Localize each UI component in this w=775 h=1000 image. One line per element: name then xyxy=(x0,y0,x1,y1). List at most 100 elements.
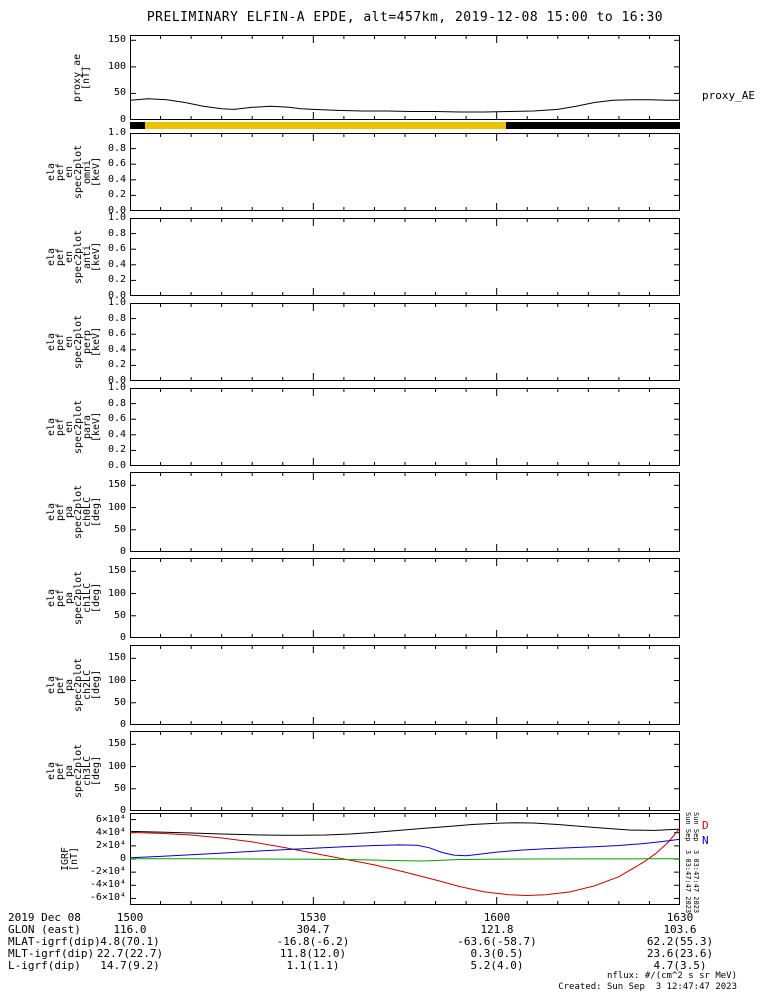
series-proxy_AE xyxy=(130,98,680,113)
y-tick-label: -2×10⁴ xyxy=(89,866,126,878)
glon-row-label: GLON (east) xyxy=(8,923,81,936)
y-tick-label: 0.2 xyxy=(107,444,126,456)
panel-ela_pef_en_spec2plot_omni xyxy=(130,133,680,211)
y-tick-label: 0.8 xyxy=(107,142,126,154)
mlat-row: MLAT-igrf(dip) 4.8(70.1) -16.8(-6.2) -63… xyxy=(0,936,775,948)
y-tick-label: 0.0 xyxy=(107,205,126,216)
y-tick-label: 4×10⁴ xyxy=(95,826,126,838)
y-tick-label: 50 xyxy=(113,782,126,794)
y-tick-label: 0.8 xyxy=(107,312,126,324)
y-tick-label: 0 xyxy=(119,632,126,643)
mlat-value: 4.8(70.1) xyxy=(100,935,160,948)
y-tick-label: 0.0 xyxy=(107,460,126,471)
y-tick-label: 0 xyxy=(119,805,126,816)
y-tick-label: 0.8 xyxy=(107,397,126,409)
series-label-N: N xyxy=(702,834,709,848)
y-tick-label: 0 xyxy=(119,546,126,557)
series-igrf_d xyxy=(130,827,680,897)
mlt-value: 11.8(12.0) xyxy=(279,947,347,960)
y-tick-label: 50 xyxy=(113,523,126,535)
y-axis-label-line: [deg] xyxy=(91,755,102,787)
y-tick-label: 150 xyxy=(107,479,126,491)
mlat-value: -63.6(-58.7) xyxy=(457,935,537,948)
mlt-value: 0.3(0.5) xyxy=(470,947,524,960)
y-tick-label: 50 xyxy=(113,696,126,708)
y-axis-label-line: [nT] xyxy=(81,65,92,90)
y-tick-label: 2×10⁴ xyxy=(95,839,126,851)
y-tick-label: 0.4 xyxy=(107,258,126,270)
glon-value: 116.0 xyxy=(113,923,147,936)
lshell-row: L-igrf(dip) 14.7(9.2) 1.1(1.1) 5.2(4.0) … xyxy=(0,960,775,972)
plot-canvas-igrf xyxy=(130,813,680,905)
panel-ela_pef_pa_spec2plot_ch3LC xyxy=(130,731,680,811)
flag-segment xyxy=(130,122,146,129)
panel-frame xyxy=(130,218,680,296)
y-tick-label: 0.4 xyxy=(107,343,126,355)
y-tick-label: 0.6 xyxy=(107,413,126,425)
panel-ela_pef_en_spec2plot_anti xyxy=(130,218,680,296)
time-axis-row: 2019 Dec 08 1500 1530 1600 1630 xyxy=(0,912,775,924)
series-igrf_n xyxy=(130,838,680,859)
y-axis-label-line: [keV] xyxy=(91,326,102,358)
y-tick-label: 6×10⁴ xyxy=(95,813,126,825)
y-axis-label-line: [deg] xyxy=(91,496,102,528)
series-label-proxy_AE: proxy_AE xyxy=(702,89,755,103)
created-timestamp: Created: Sun Sep 3 12:47:47 2023 xyxy=(558,982,737,992)
y-tick-label: 50 xyxy=(113,609,126,621)
panel-ela_pef_en_spec2plot_perp xyxy=(130,303,680,381)
y-tick-label: 0.6 xyxy=(107,243,126,255)
plot-canvas-ela_pef_en_spec2plot_para xyxy=(130,388,680,466)
y-tick-label: 150 xyxy=(107,738,126,750)
time-tick-label: 1600 xyxy=(483,911,511,924)
panel-frame xyxy=(130,133,680,211)
plot-canvas-ela_pef_pa_spec2plot_ch1LC xyxy=(130,558,680,638)
glon-value: 121.8 xyxy=(480,923,514,936)
lshell-row-label: L-igrf(dip) xyxy=(8,959,81,972)
y-tick-label: 0.0 xyxy=(107,375,126,386)
y-tick-label: 0.2 xyxy=(107,274,126,286)
plot-canvas-ela_pef_en_spec2plot_omni xyxy=(130,133,680,211)
mlt-row: MLT-igrf(dip) 22.7(22.7) 11.8(12.0) 0.3(… xyxy=(0,948,775,960)
y-tick-label: 100 xyxy=(107,60,126,72)
panel-frame xyxy=(130,558,680,638)
y-tick-label: 1.0 xyxy=(107,127,126,138)
y-tick-label: 150 xyxy=(107,34,126,46)
panel-ela_pef_pa_spec2plot_ch1LC xyxy=(130,558,680,638)
panel-ela_pef_pa_spec2plot_ch0LC xyxy=(130,472,680,552)
plot-canvas-ela_pef_pa_spec2plot_ch2LC xyxy=(130,645,680,725)
glon-row: GLON (east) 116.0 304.7 121.8 103.6 xyxy=(0,924,775,936)
flag-segment xyxy=(145,122,506,129)
panel-proxy_ae xyxy=(130,35,680,120)
y-axis-label-line: [deg] xyxy=(91,669,102,701)
y-axis-label-line: [keV] xyxy=(91,156,102,188)
mlat-row-label: MLAT-igrf(dip) xyxy=(8,935,101,948)
series-igrf_e xyxy=(130,858,680,862)
time-tick-label: 1500 xyxy=(116,911,144,924)
y-tick-label: 1.0 xyxy=(107,212,126,223)
time-tick-label: 1630 xyxy=(666,911,694,924)
series-label-D: D xyxy=(702,819,709,833)
panel-frame xyxy=(130,645,680,725)
y-tick-label: 100 xyxy=(107,501,126,513)
y-tick-label: 0.6 xyxy=(107,158,126,170)
mlt-row-label: MLT-igrf(dip) xyxy=(8,947,95,960)
y-tick-label: 0.6 xyxy=(107,328,126,340)
y-tick-label: -4×10⁴ xyxy=(89,879,126,891)
y-tick-label: 0.2 xyxy=(107,359,126,371)
y-tick-label: 150 xyxy=(107,652,126,664)
time-tick-label: 1530 xyxy=(299,911,327,924)
y-tick-label: 0.2 xyxy=(107,189,126,201)
flag-segment xyxy=(505,122,680,129)
y-tick-label: 0.0 xyxy=(107,290,126,301)
plot-canvas-ela_pef_pa_spec2plot_ch0LC xyxy=(130,472,680,552)
y-tick-label: 0 xyxy=(119,719,126,730)
glon-value: 304.7 xyxy=(296,923,330,936)
mlt-value: 22.7(22.7) xyxy=(96,947,164,960)
y-tick-label: -6×10⁴ xyxy=(89,892,126,904)
y-axis-label-line: [keV] xyxy=(91,411,102,443)
mlat-value: -16.8(-6.2) xyxy=(276,935,350,948)
plot-canvas-ela_pef_en_spec2plot_perp xyxy=(130,303,680,381)
panel-frame xyxy=(130,472,680,552)
panel-frame xyxy=(130,731,680,811)
